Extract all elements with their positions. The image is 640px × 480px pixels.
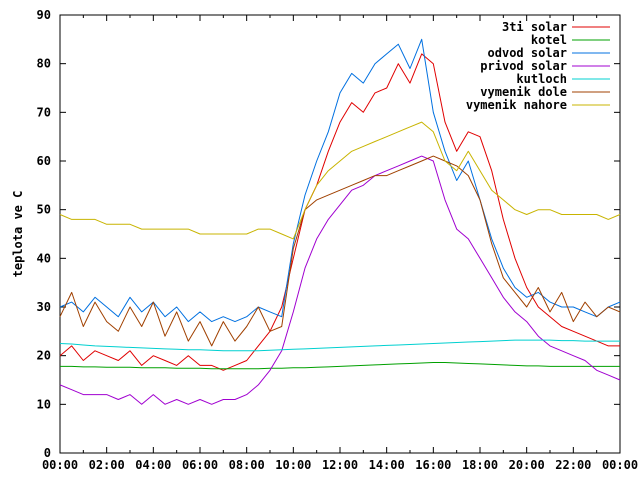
- x-tick-label: 14:00: [369, 458, 405, 472]
- y-tick-label: 10: [37, 397, 51, 411]
- x-tick-label: 12:00: [322, 458, 358, 472]
- series-lines: [59, 38, 621, 405]
- series-line-privod-solar: [59, 155, 621, 405]
- series-line-3ti-solar: [59, 53, 620, 371]
- series-line-vymenik-nahore: [59, 121, 621, 240]
- y-tick-label: 60: [37, 154, 51, 168]
- x-tick-label: 10:00: [275, 458, 311, 472]
- y-tick-label: 50: [37, 203, 51, 217]
- y-tick-label: 20: [37, 349, 51, 363]
- series-line-kotel: [60, 362, 620, 370]
- x-tick-label: 02:00: [89, 458, 125, 472]
- legend-label: privod solar: [480, 59, 567, 73]
- x-tick-label: 08:00: [229, 458, 265, 472]
- legend-label: vymenik dole: [480, 85, 567, 99]
- legend-label: odvod solar: [488, 46, 567, 60]
- y-axis-ticks: 0 10 20 30 40 50 60 70 80 90: [37, 8, 620, 460]
- x-tick-label: 22:00: [555, 458, 591, 472]
- y-axis-title: teplota ve C: [11, 191, 25, 278]
- y-tick-label: 70: [37, 105, 51, 119]
- legend-label: kutloch: [516, 72, 567, 86]
- x-tick-label: 20:00: [509, 458, 545, 472]
- x-tick-label: 16:00: [415, 458, 451, 472]
- legend-label: kotel: [531, 33, 567, 47]
- y-tick-label: 40: [37, 251, 51, 265]
- y-tick-label: 30: [37, 300, 51, 314]
- x-tick-label: 18:00: [462, 458, 498, 472]
- legend-label: 3ti solar: [502, 20, 567, 34]
- legend-label: vymenik nahore: [466, 98, 567, 112]
- y-tick-label: 90: [37, 8, 51, 22]
- x-tick-label: 00:00: [42, 458, 78, 472]
- x-tick-label: 00:00: [602, 458, 638, 472]
- x-axis-ticks: 00:00 02:00 04:00 06:00 08:00 10:00 12:00 14:00…: [42, 15, 638, 472]
- x-tick-label: 04:00: [135, 458, 171, 472]
- y-tick-label: 0: [44, 446, 51, 460]
- x-tick-label: 06:00: [182, 458, 218, 472]
- series-line-vymenik-dole: [59, 155, 621, 347]
- series-line-kutloch: [59, 339, 620, 352]
- y-tick-label: 80: [37, 57, 51, 71]
